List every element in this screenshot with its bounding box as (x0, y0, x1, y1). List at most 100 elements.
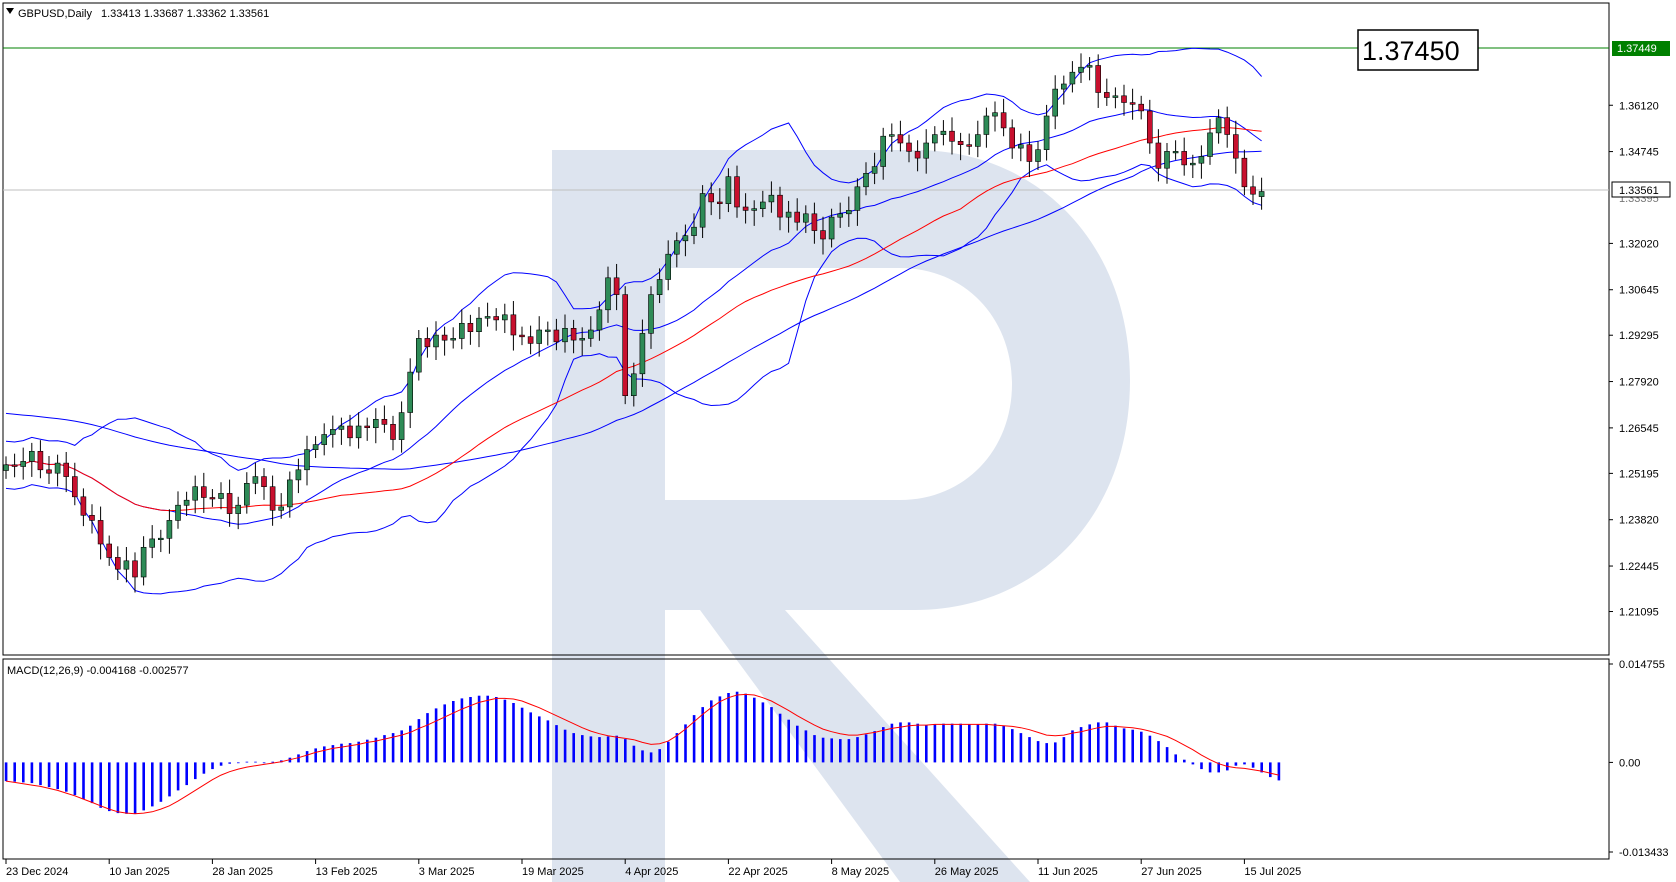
macd-bar (589, 736, 593, 763)
candle (613, 263, 620, 311)
price-tick-label: 1.21095 (1619, 607, 1659, 619)
candle-body (467, 322, 474, 332)
candle (261, 468, 267, 500)
candle (1250, 175, 1256, 205)
macd-bar (228, 762, 231, 764)
candle-body (192, 486, 198, 501)
candle (252, 462, 259, 495)
macd-bar (1157, 741, 1160, 763)
candle-body (734, 176, 740, 208)
candle-body (1009, 127, 1016, 149)
candle (768, 181, 775, 213)
candle (476, 307, 482, 348)
candle (940, 120, 947, 146)
candle-body (682, 235, 689, 242)
candle (321, 423, 328, 456)
candle (914, 140, 921, 172)
candle (295, 458, 302, 494)
macd-bar (950, 723, 954, 763)
candle-body (278, 506, 285, 511)
macd-bar (959, 723, 962, 763)
candle-body (1069, 71, 1076, 85)
macd-bar (108, 762, 111, 812)
candle-body (957, 141, 964, 146)
candle (54, 454, 61, 487)
candle-body (613, 277, 620, 295)
candle-body (450, 338, 457, 341)
candle (218, 482, 224, 510)
candle-body (1224, 117, 1230, 135)
candle (734, 165, 740, 218)
date-tick-label: 10 Jan 2025 (109, 866, 170, 878)
candle-body (785, 211, 792, 218)
candle (304, 435, 310, 486)
candle-body (759, 201, 766, 209)
price-tick-label: 1.29295 (1619, 330, 1659, 342)
candle (1198, 145, 1205, 179)
macd-bar (976, 724, 980, 763)
candle (785, 200, 792, 233)
level-price-label: 1.37449 (1617, 43, 1657, 55)
macd-bar (692, 715, 696, 763)
candle-body (1181, 151, 1187, 166)
macd-pane[interactable] (2, 658, 1610, 860)
candle-body (974, 134, 981, 147)
candle-body (544, 329, 551, 332)
candle-body (888, 134, 895, 137)
candle-body (89, 514, 95, 521)
macd-bar (409, 725, 412, 763)
candle (897, 120, 904, 152)
macd-bar (1217, 762, 1220, 773)
date-tick-label: 15 Jul 2025 (1244, 866, 1301, 878)
candle (80, 488, 87, 527)
macd-bar (942, 723, 945, 763)
macd-signal-line (5, 693, 1279, 815)
candle (1104, 78, 1110, 106)
candle-body (115, 557, 121, 570)
candle-body (63, 462, 70, 477)
macd-bar (194, 762, 197, 780)
candle-body (183, 499, 190, 506)
symbol-label: GBPUSD,Daily (18, 8, 92, 20)
candle-body (28, 450, 35, 462)
date-tick-label: 19 Mar 2025 (522, 866, 584, 878)
candle (957, 132, 964, 161)
candle (312, 436, 319, 459)
candle-body (1190, 162, 1196, 166)
date-tick-label: 26 May 2025 (935, 866, 999, 878)
candle-body (983, 115, 990, 135)
candle (390, 415, 396, 451)
candle-body (407, 371, 414, 413)
macd-bar (1088, 724, 1091, 763)
macd-bar (1200, 762, 1203, 770)
macd-bar (1191, 762, 1195, 765)
candle-body (441, 334, 448, 341)
macd-bar (168, 762, 171, 797)
candle (527, 325, 534, 355)
candle-body (123, 560, 130, 570)
candle-body (587, 329, 594, 339)
candle (630, 362, 637, 407)
dropdown-triangle-icon[interactable] (6, 8, 14, 14)
macd-bar (1140, 731, 1143, 763)
candle-body (1233, 134, 1239, 159)
candle-body (72, 476, 78, 498)
candle-body (802, 213, 809, 223)
candle (888, 123, 895, 152)
candle-body (1164, 151, 1170, 169)
candle (716, 188, 723, 220)
candle (1138, 95, 1144, 120)
candle (863, 162, 869, 196)
date-tick-label: 4 Apr 2025 (625, 866, 678, 878)
candle (458, 309, 465, 350)
candle-body (742, 206, 749, 211)
date-tick-label: 13 Feb 2025 (316, 866, 378, 878)
macd-bar (1260, 762, 1263, 773)
macd-bar (1011, 729, 1014, 763)
candle-body (751, 208, 758, 211)
candle-body (622, 294, 629, 397)
price-pane[interactable] (2, 2, 1610, 656)
candle (123, 547, 130, 583)
macd-tick-label: -0.013433 (1619, 847, 1669, 859)
